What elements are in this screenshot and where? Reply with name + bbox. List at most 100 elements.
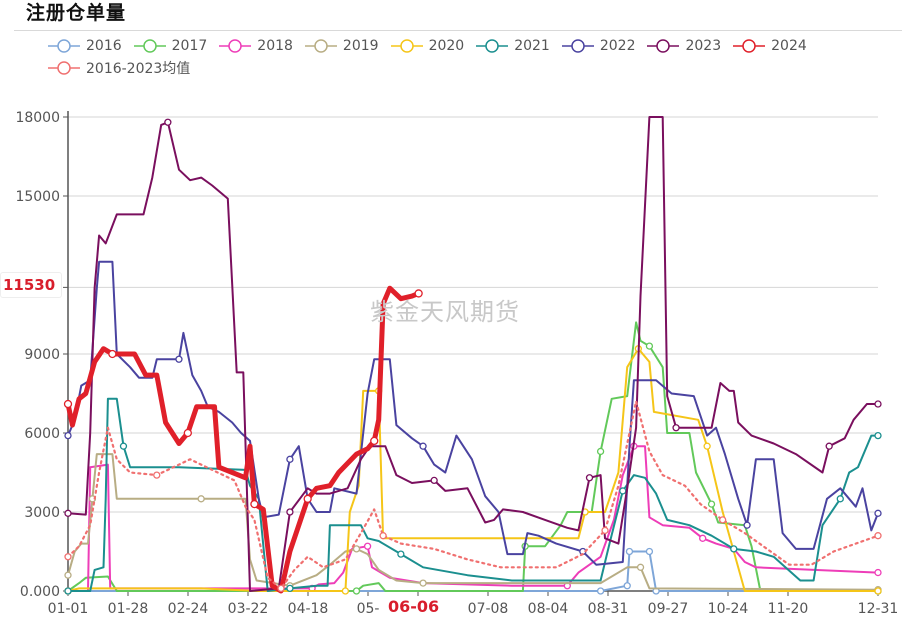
data-point-marker bbox=[64, 431, 72, 440]
x-tick-label: 07-08 bbox=[468, 601, 509, 617]
series-line-2022[interactable] bbox=[67, 260, 879, 566]
data-point-marker bbox=[164, 118, 172, 126]
data-point-marker bbox=[419, 442, 427, 450]
data-point-marker bbox=[619, 487, 627, 495]
y-tick-label: 15000 bbox=[15, 189, 60, 205]
data-point-marker bbox=[64, 587, 72, 595]
data-point-marker bbox=[874, 431, 882, 440]
y-tick-label: 0.000 bbox=[20, 584, 60, 600]
data-point-marker bbox=[625, 547, 634, 556]
data-point-marker bbox=[277, 584, 285, 593]
legend-label: 2023 bbox=[685, 38, 722, 54]
data-point-marker bbox=[352, 587, 361, 595]
circle-line-icon bbox=[390, 39, 423, 53]
x-tick-label: 11-20 bbox=[768, 601, 809, 617]
circle-line-icon bbox=[561, 39, 594, 53]
legend-label: 2021 bbox=[514, 38, 550, 54]
circle-line-icon bbox=[647, 39, 680, 53]
legend-item-2019[interactable]: 2019 bbox=[304, 38, 379, 54]
legend-label: 2020 bbox=[428, 38, 465, 54]
data-point-marker bbox=[585, 474, 594, 482]
legend-item-2016[interactable]: 2016 bbox=[48, 38, 122, 54]
data-point-marker bbox=[108, 349, 117, 359]
data-point-marker bbox=[601, 526, 609, 535]
data-point-marker bbox=[64, 553, 72, 561]
legend-label: 2024 bbox=[771, 38, 807, 54]
y-axis-pointer-label: 11530 bbox=[0, 272, 63, 298]
legend-row-1: 2016 2017 2018 2019 2020 2021 2022 2023 … bbox=[48, 35, 898, 57]
data-point-marker bbox=[286, 455, 294, 463]
legend-item-2020[interactable]: 2020 bbox=[390, 38, 465, 54]
data-point-marker bbox=[286, 584, 294, 593]
x-axis-pointer-label: 06-06 bbox=[388, 597, 440, 616]
legend: 2016 2017 2018 2019 2020 2021 2022 2023 … bbox=[48, 35, 898, 79]
data-point-marker bbox=[874, 568, 882, 577]
series-line-2023[interactable] bbox=[67, 116, 879, 592]
data-point-marker bbox=[352, 545, 361, 553]
y-tick-label: 9000 bbox=[24, 347, 60, 363]
data-point-marker bbox=[379, 532, 387, 540]
data-point-marker bbox=[623, 582, 631, 590]
data-point-marker bbox=[874, 400, 882, 408]
x-tick-label: 08-31 bbox=[588, 601, 629, 617]
axes: 0.000 3000 6000 9000 15000 18000 01-01 01-28 02-… bbox=[15, 110, 898, 617]
data-point-marker bbox=[197, 495, 205, 503]
circle-line-icon bbox=[48, 61, 80, 75]
legend-label: 2019 bbox=[342, 38, 379, 54]
legend-item-2018[interactable]: 2018 bbox=[219, 38, 293, 54]
legend-item-2022[interactable]: 2022 bbox=[561, 38, 636, 54]
series-line-2020[interactable] bbox=[67, 347, 879, 592]
data-point-marker bbox=[286, 508, 294, 516]
circle-line-icon bbox=[733, 39, 766, 53]
legend-item-2017[interactable]: 2017 bbox=[133, 38, 208, 54]
data-point-marker bbox=[250, 499, 259, 509]
data-point-marker bbox=[183, 428, 192, 438]
x-tick-label: 01-28 bbox=[108, 601, 149, 617]
x-tick-label: 12-31 bbox=[858, 601, 899, 617]
x-tick-label: 02-24 bbox=[168, 601, 209, 617]
series-line-2019[interactable] bbox=[67, 453, 879, 591]
title-divider bbox=[14, 30, 902, 31]
data-point-marker bbox=[874, 509, 882, 517]
data-point-marker bbox=[303, 494, 312, 503]
x-tick-label: 08-04 bbox=[528, 601, 569, 617]
data-point-marker bbox=[730, 545, 738, 553]
circle-line-icon bbox=[304, 39, 337, 53]
legend-label: 2017 bbox=[171, 38, 208, 54]
legend-item-2023[interactable]: 2023 bbox=[647, 38, 721, 54]
data-point-marker bbox=[645, 547, 654, 556]
data-point-marker bbox=[719, 516, 727, 524]
x-tick-label: 09-27 bbox=[648, 601, 689, 617]
data-point-marker bbox=[707, 500, 716, 508]
legend-label: 2016 bbox=[86, 38, 122, 54]
legend-item-2021[interactable]: 2021 bbox=[476, 38, 550, 54]
data-point-marker bbox=[596, 587, 605, 595]
data-point-marker bbox=[596, 447, 605, 456]
data-point-marker bbox=[874, 587, 882, 595]
x-tick-label: 05- bbox=[357, 601, 380, 617]
legend-item-average[interactable]: 2016-2023均值 bbox=[48, 58, 190, 78]
circle-line-icon bbox=[476, 39, 509, 53]
data-point-marker bbox=[836, 495, 844, 503]
data-point-marker bbox=[743, 521, 751, 529]
y-tick-label: 3000 bbox=[24, 505, 60, 521]
chart-title: 注册仓单量 bbox=[26, 2, 127, 24]
legend-row-2: 2016-2023均值 bbox=[48, 57, 898, 79]
series-line-2021[interactable] bbox=[67, 397, 879, 592]
legend-label: 2022 bbox=[599, 38, 636, 54]
data-point-marker bbox=[699, 534, 707, 542]
data-point-marker bbox=[175, 355, 183, 363]
data-point-marker bbox=[419, 579, 427, 587]
x-tick-label: 01-01 bbox=[48, 601, 89, 617]
data-point-marker bbox=[645, 342, 654, 350]
circle-line-icon bbox=[219, 39, 252, 53]
data-point-marker bbox=[430, 476, 438, 485]
data-point-marker bbox=[63, 399, 73, 409]
legend-item-2024[interactable]: 2024 bbox=[733, 38, 807, 54]
circle-line-icon bbox=[133, 39, 166, 53]
circle-line-icon bbox=[48, 39, 80, 53]
data-point-marker bbox=[363, 542, 372, 550]
data-point-marker bbox=[636, 563, 645, 571]
data-point-marker bbox=[370, 436, 379, 446]
